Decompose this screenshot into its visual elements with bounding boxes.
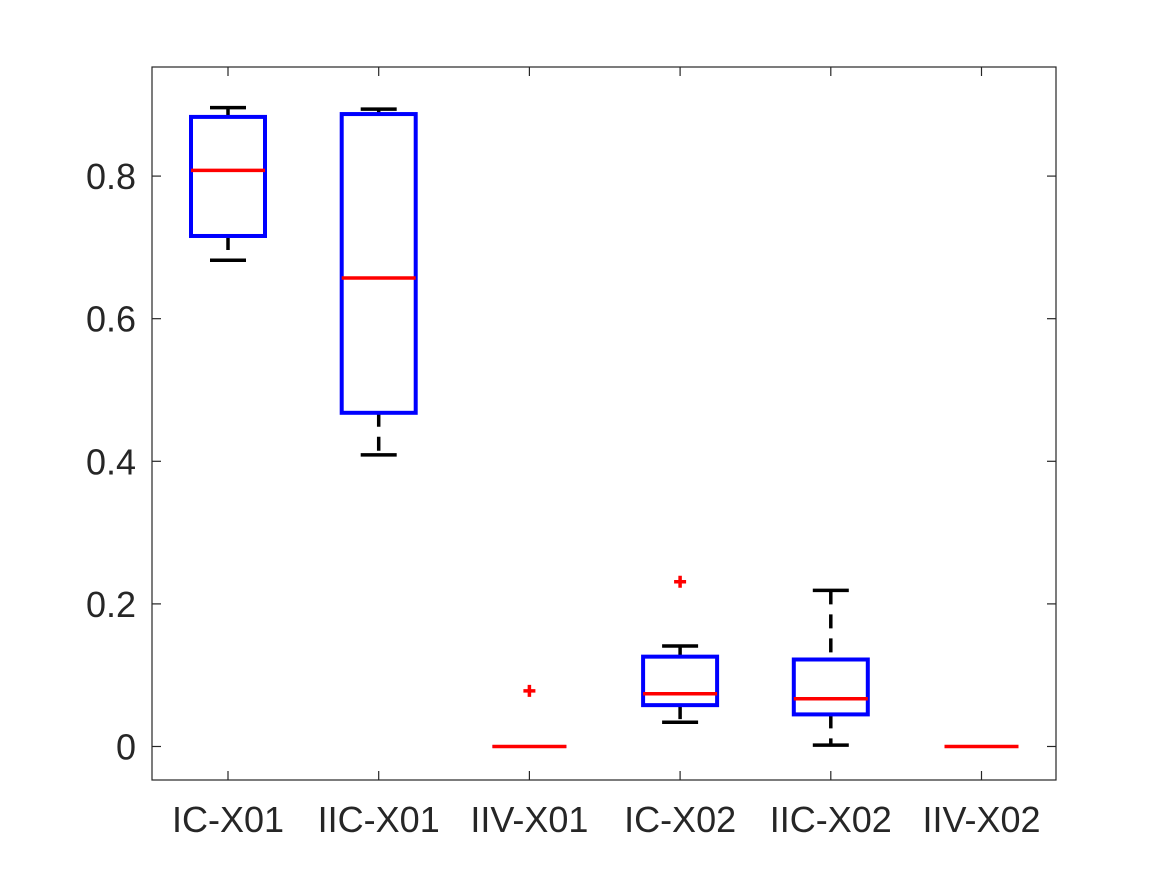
box-series [189,105,1019,749]
x-tick-label: IIV-X02 [922,799,1040,840]
x-tick-label: IC-X01 [172,799,284,840]
x-tick-labels: IC-X01 IIC-X01 IIV-X01 IC-X02 IIC-X02 IIV-X02 [172,799,1041,840]
y-tick-labels: 0 0.2 0.4 0.6 0.8 [86,156,136,767]
outlier-marker [674,575,687,588]
box-IC-X02 [641,575,720,724]
y-tick-label: 0.4 [86,441,136,482]
axis-ticks [152,67,1056,780]
outlier-marker [523,684,536,697]
plot-area [151,66,1057,781]
box-body [791,657,870,717]
x-tick-label: IIC-X02 [770,799,892,840]
box-body [189,114,267,238]
box-body [339,112,418,415]
box-IIC-X01 [339,107,418,457]
y-tick-label: 0.8 [86,156,136,197]
x-tick-label: IIV-X01 [470,799,588,840]
box-IIV-X01 [492,684,567,749]
box-IC-X01 [189,105,267,262]
box-IIC-X02 [791,588,870,747]
box-body [641,654,720,708]
y-tick-label: 0.2 [86,584,136,625]
x-tick-label: IC-X02 [624,799,736,840]
y-tick-label: 0.6 [86,299,136,340]
x-tick-label: IIC-X01 [318,799,440,840]
y-tick-label: 0 [116,726,136,767]
